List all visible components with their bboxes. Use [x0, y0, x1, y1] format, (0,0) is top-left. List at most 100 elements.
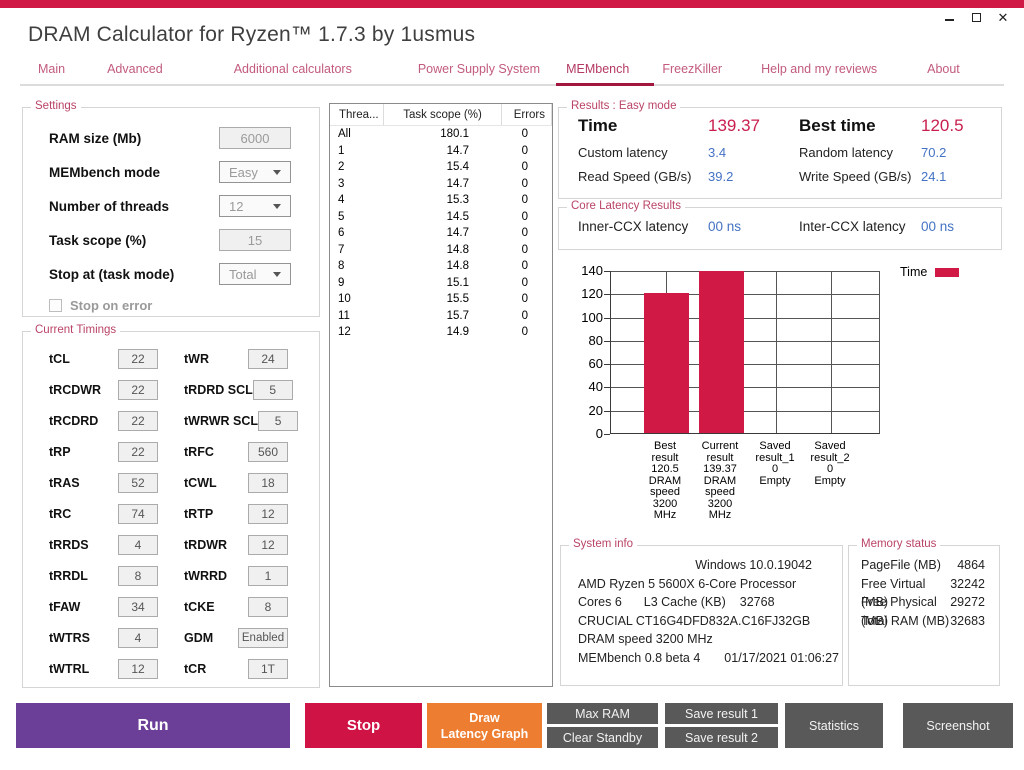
legend-color-swatch — [935, 267, 960, 277]
stop-on-error-checkbox[interactable] — [49, 299, 62, 312]
table-cell: 0 — [521, 144, 528, 157]
timing-value-twtrl[interactable]: 12 — [118, 658, 158, 679]
stop-on-error-label: Stop on error — [70, 298, 153, 313]
timing-value-trtp[interactable]: 12 — [248, 503, 288, 524]
minimize-icon — [944, 19, 954, 21]
clear-standby-button[interactable]: Clear Standby — [547, 727, 658, 748]
table-cell: 14.9 — [446, 326, 469, 339]
timing-value-tcwl[interactable]: 18 — [248, 472, 288, 493]
results-groupbox: Results : Easy mode Time 139.37 Best tim… — [558, 100, 1002, 199]
gridline-h — [611, 317, 879, 319]
timing-label: tWRWR SCL — [184, 413, 259, 428]
timing-value-tcr[interactable]: 1T — [248, 658, 288, 679]
tab-power-supply-system[interactable]: Power Supply System — [417, 62, 541, 76]
draw-latency-graph-button[interactable]: Draw Latency Graph — [427, 703, 542, 748]
x-axis-label: Saved result_2 0 Empty — [810, 440, 850, 487]
dropdown-stop-at-task-mode[interactable]: Total — [219, 263, 291, 285]
timing-label: tRDWR — [184, 537, 228, 552]
inter-ccx-label: Inter-CCX latency — [799, 219, 906, 234]
save-result-1-button[interactable]: Save result 1 — [665, 703, 778, 724]
timing-value-trdwr[interactable]: 12 — [248, 534, 288, 555]
column-header-errors[interactable]: Errors — [502, 104, 552, 125]
timing-row: tCL 22 — [49, 343, 158, 374]
timing-label: tRAS — [49, 475, 80, 490]
close-button[interactable]: ✕ — [996, 10, 1010, 24]
timing-value-twr[interactable]: 24 — [248, 348, 288, 369]
current-timings-legend: Current Timings — [31, 324, 121, 336]
table-cell: 15.1 — [446, 276, 469, 289]
status-label: Free Physical (MB) — [861, 595, 937, 628]
timing-row: tRC 74 — [49, 498, 158, 529]
table-cell: 1 — [338, 144, 345, 157]
timing-label: tCL — [49, 351, 70, 366]
column-header-threa[interactable]: Threa... — [330, 104, 384, 125]
timing-value-trcdwr[interactable]: 22 — [118, 379, 158, 400]
random-latency-label: Random latency — [799, 145, 893, 160]
max-ram-button[interactable]: Max RAM — [547, 703, 658, 724]
table-row: 6 14.7 0 — [330, 225, 552, 242]
timing-value-trdrd-scl[interactable]: 5 — [252, 379, 293, 400]
tab-advanced[interactable]: Advanced — [107, 62, 163, 76]
tab-main[interactable]: Main — [38, 62, 66, 76]
timing-value-trc[interactable]: 74 — [118, 503, 158, 524]
settings-row: RAM size (Mb) 6000 — [23, 121, 319, 155]
time-label: Time — [578, 116, 618, 135]
timing-value-tfaw[interactable]: 34 — [118, 596, 158, 617]
y-tick-mark — [604, 271, 610, 272]
chevron-down-icon — [273, 203, 281, 209]
x-axis-label: Best result 120.5 DRAM speed 3200 MHz — [648, 440, 682, 521]
timing-value-gdm[interactable]: Enabled — [238, 627, 288, 648]
screenshot-button[interactable]: Screenshot — [903, 703, 1013, 748]
timing-value-trrdl[interactable]: 8 — [118, 565, 158, 586]
timing-value-tras[interactable]: 52 — [118, 472, 158, 493]
memory-status-rows: PageFile (MB) 4864 Free Virtual (MB) 32242 F… — [849, 546, 999, 630]
y-tick-mark — [604, 364, 610, 366]
timing-value-tcl[interactable]: 22 — [118, 348, 158, 369]
field-label: MEMbench mode — [49, 164, 161, 180]
timing-value-tcke[interactable]: 8 — [248, 596, 288, 617]
timing-value-twtrs[interactable]: 4 — [118, 627, 158, 648]
maximize-button[interactable] — [969, 10, 983, 24]
chevron-down-icon — [273, 169, 281, 175]
timing-label: tWR — [184, 351, 209, 366]
minimize-button[interactable] — [942, 10, 956, 24]
input-ram-size-mb[interactable]: 6000 — [219, 127, 291, 149]
dropdown-membench-mode[interactable]: Easy — [219, 161, 291, 183]
timing-value-twrwr-scl[interactable]: 5 — [258, 410, 299, 431]
timing-value-twrrd[interactable]: 1 — [248, 565, 288, 586]
timing-row: tCWL 18 — [184, 467, 288, 498]
custom-latency-label: Custom latency — [578, 145, 668, 160]
tab-membench[interactable]: MEMbench — [566, 62, 630, 76]
table-cell: 6 — [338, 227, 345, 240]
tab-help-and-my-reviews[interactable]: Help and my reviews — [761, 62, 878, 76]
timing-value-trrds[interactable]: 4 — [118, 534, 158, 555]
timing-value-trfc[interactable]: 560 — [248, 441, 288, 462]
dram-speed: DRAM speed 3200 MHz — [578, 632, 713, 646]
table-row: 9 15.1 0 — [330, 275, 552, 292]
input-task-scope[interactable]: 15 — [219, 229, 291, 251]
timing-row: tRRDL 8 — [49, 560, 158, 591]
save-result-2-button[interactable]: Save result 2 — [665, 727, 778, 748]
table-cell: 15.4 — [446, 161, 469, 174]
run-button[interactable]: Run — [16, 703, 290, 748]
timing-value-trcdrd[interactable]: 22 — [118, 410, 158, 431]
custom-latency-value: 3.4 — [708, 145, 727, 160]
table-cell: 14.7 — [446, 227, 469, 240]
dropdown-number-of-threads[interactable]: 12 — [219, 195, 291, 217]
table-cell: All — [338, 128, 351, 141]
tab-about[interactable]: About — [927, 62, 960, 76]
timing-label: tFAW — [49, 599, 81, 614]
chevron-down-icon — [273, 271, 281, 277]
tab-freezkiller[interactable]: FreezKiller — [662, 62, 723, 76]
stop-button[interactable]: Stop — [305, 703, 422, 748]
table-cell: 15.7 — [446, 309, 469, 322]
timing-value-trp[interactable]: 22 — [118, 441, 158, 462]
timing-label: tRCDRD — [49, 413, 99, 428]
tab-additional-calculators[interactable]: Additional calculators — [233, 62, 352, 76]
table-row: 5 14.5 0 — [330, 209, 552, 226]
statistics-button[interactable]: Statistics — [785, 703, 883, 748]
column-header-task-scope[interactable]: Task scope (%) — [384, 104, 502, 125]
y-tick-label: 40 — [588, 379, 603, 395]
cores-label: Cores 6 — [578, 595, 622, 609]
system-info-lines: Windows 10.0.19042 AMD Ryzen 5 5600X 6-C… — [561, 546, 842, 667]
